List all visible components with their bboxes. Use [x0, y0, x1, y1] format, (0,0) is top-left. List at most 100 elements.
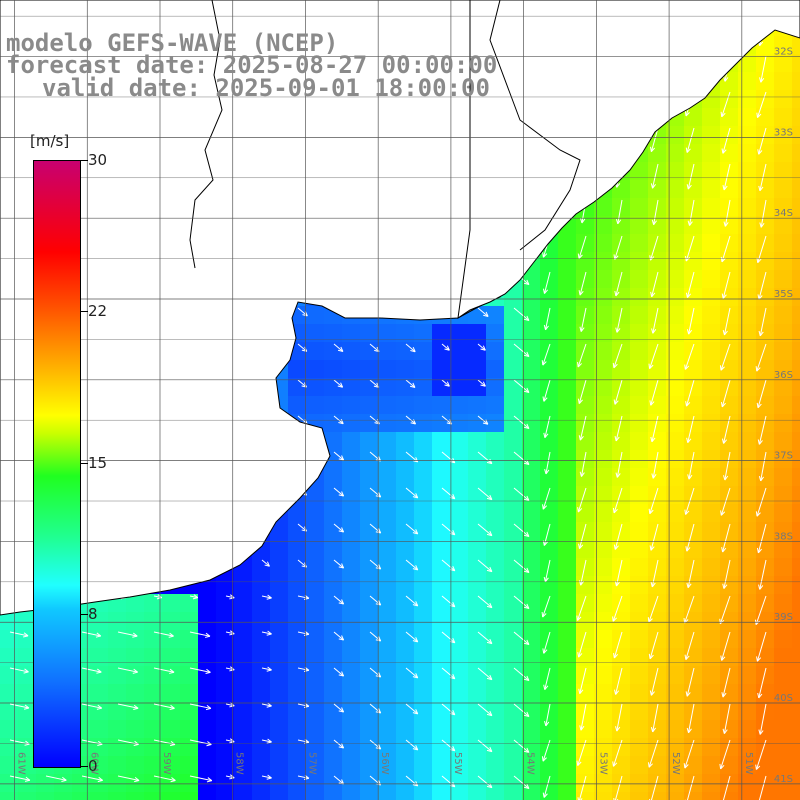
- wind-cell: [756, 396, 775, 415]
- wind-cell: [108, 630, 127, 649]
- wind-cell: [288, 792, 307, 800]
- wind-cell: [774, 612, 793, 631]
- wind-cell: [576, 720, 595, 739]
- wind-cell: [684, 252, 703, 271]
- wind-cell: [252, 792, 271, 800]
- wind-cell: [738, 468, 757, 487]
- wind-cell: [792, 756, 800, 775]
- wind-cell: [738, 360, 757, 379]
- wind-cell: [612, 486, 631, 505]
- wind-cell: [468, 612, 487, 631]
- wind-arrow: [721, 415, 731, 444]
- wind-cell: [450, 684, 469, 703]
- wind-cell: [558, 252, 577, 271]
- wind-cell: [648, 270, 667, 289]
- wind-cell: [162, 648, 181, 667]
- lat-label: 41S: [774, 774, 793, 785]
- wind-cell: [738, 594, 757, 613]
- wind-cell: [414, 450, 433, 469]
- wind-arrow: [720, 235, 731, 263]
- wind-cell: [432, 396, 451, 415]
- wind-cell: [792, 702, 800, 721]
- wind-cell: [756, 108, 775, 127]
- wind-cell: [378, 720, 397, 739]
- wind-cell: [396, 432, 415, 451]
- wind-cell: [774, 666, 793, 685]
- wind-cell: [630, 414, 649, 433]
- wind-cell: [342, 432, 361, 451]
- wind-arrow: [441, 379, 450, 387]
- wind-cell: [702, 162, 721, 181]
- wind-cell: [486, 612, 505, 631]
- wind-cell: [702, 414, 721, 433]
- wind-cell: [360, 576, 379, 595]
- wind-cell: [378, 576, 397, 595]
- wind-cell: [234, 630, 253, 649]
- wind-arrow: [758, 775, 767, 800]
- wind-arrow: [721, 127, 731, 154]
- wind-arrow: [576, 739, 587, 766]
- wind-cell: [324, 630, 343, 649]
- wind-arrow: [720, 631, 731, 661]
- wind-cell: [720, 414, 739, 433]
- wind-cell: [306, 756, 325, 775]
- wind-cell: [630, 468, 649, 487]
- wind-cell: [522, 414, 541, 433]
- wind-cell: [666, 486, 685, 505]
- wind-cell: [324, 432, 343, 451]
- wind-cell: [270, 666, 289, 685]
- wind-cell: [738, 216, 757, 235]
- wind-cell: [342, 468, 361, 487]
- wind-cell: [252, 594, 271, 613]
- wind-cell: [648, 720, 667, 739]
- wind-cell: [558, 522, 577, 541]
- wind-cell: [540, 522, 559, 541]
- wind-cell: [702, 234, 721, 253]
- wind-cell: [738, 486, 757, 505]
- wind-cell: [756, 234, 775, 253]
- wind-arrow: [543, 559, 551, 583]
- wind-cell: [468, 468, 487, 487]
- wind-cell: [468, 378, 487, 397]
- wind-cell: [522, 324, 541, 343]
- wind-cell: [216, 756, 235, 775]
- wind-cell: [774, 36, 793, 55]
- wind-cell: [414, 720, 433, 739]
- wind-arrow: [513, 307, 530, 322]
- wind-cell: [666, 522, 685, 541]
- wind-cell: [522, 540, 541, 559]
- wind-cell: [648, 504, 667, 523]
- wind-cell: [576, 540, 595, 559]
- wind-cell: [360, 378, 379, 397]
- wind-cell: [522, 468, 541, 487]
- wind-cell: [522, 576, 541, 595]
- wind-cell: [738, 54, 757, 73]
- wind-cell: [720, 108, 739, 127]
- wind-cell: [288, 756, 307, 775]
- wind-cell: [594, 540, 613, 559]
- wind-cell: [576, 234, 595, 253]
- wind-cell: [648, 702, 667, 721]
- wind-cell: [612, 414, 631, 433]
- wind-cell: [558, 648, 577, 667]
- wind-cell: [432, 720, 451, 739]
- wind-cell: [630, 756, 649, 775]
- wind-arrow: [651, 199, 659, 226]
- lat-label: 37S: [774, 451, 793, 462]
- wind-cell: [216, 720, 235, 739]
- wind-arrow: [405, 379, 416, 388]
- wind-cell: [612, 738, 631, 757]
- wind-cell: [558, 504, 577, 523]
- wind-cell: [414, 702, 433, 721]
- wind-cell: [774, 792, 793, 800]
- lat-label: 39S: [774, 612, 793, 623]
- wind-cell: [702, 630, 721, 649]
- wind-cell: [522, 666, 541, 685]
- wind-cell: [612, 252, 631, 271]
- wind-cell: [774, 756, 793, 775]
- wind-arrow: [477, 559, 493, 573]
- wind-cell: [522, 612, 541, 631]
- wind-arrow: [542, 271, 551, 294]
- wind-cell: [576, 306, 595, 325]
- wind-cell: [738, 414, 757, 433]
